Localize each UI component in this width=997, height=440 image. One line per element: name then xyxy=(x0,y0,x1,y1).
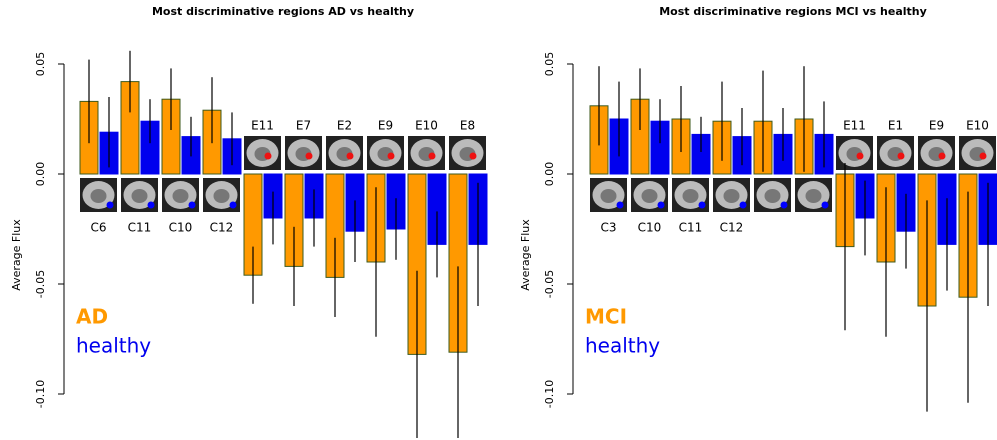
panel: Most discriminative regions MCI vs healt… xyxy=(519,5,997,412)
y-tick-label: -0.05 xyxy=(34,270,47,298)
y-tick-label: -0.10 xyxy=(34,380,47,408)
category-label: C10 xyxy=(638,221,662,235)
brain-inner xyxy=(131,189,148,203)
legend-entry: healthy xyxy=(585,334,660,358)
category-label: E2 xyxy=(337,119,352,133)
y-tick-label: -0.10 xyxy=(543,380,556,408)
chart-title: Most discriminative regions MCI vs healt… xyxy=(659,5,927,18)
region-dot xyxy=(428,152,436,160)
category-label: E11 xyxy=(251,119,274,133)
brain-inner xyxy=(723,189,740,203)
region-dot xyxy=(616,201,624,209)
brain-inner xyxy=(805,189,822,203)
region-dot xyxy=(264,152,272,160)
brain-inner xyxy=(682,189,699,203)
region-dot xyxy=(938,152,946,160)
region-dot xyxy=(387,152,395,160)
brain-inner xyxy=(764,189,781,203)
category-label: C6 xyxy=(90,221,106,235)
region-dot xyxy=(897,152,905,160)
chart-title: Most discriminative regions AD vs health… xyxy=(152,5,414,18)
y-tick-label: 0.00 xyxy=(34,162,47,187)
category-label: C11 xyxy=(679,221,703,235)
region-dot xyxy=(780,201,788,209)
region-dot xyxy=(106,201,114,209)
region-dot xyxy=(229,201,237,209)
region-dot xyxy=(979,152,987,160)
region-dot xyxy=(657,201,665,209)
category-label: C12 xyxy=(720,221,744,235)
category-label: E11 xyxy=(843,119,866,133)
brain-inner xyxy=(600,189,617,203)
category-label: C10 xyxy=(169,221,193,235)
category-label: E1 xyxy=(888,119,903,133)
y-axis-label: Average Flux xyxy=(10,219,23,291)
category-label: C11 xyxy=(128,221,152,235)
category-label: C12 xyxy=(210,221,234,235)
category-label: C3 xyxy=(600,221,616,235)
legend-entry: healthy xyxy=(76,334,151,358)
region-dot xyxy=(856,152,864,160)
y-tick-label: 0.05 xyxy=(34,52,47,77)
y-tick-label: 0.00 xyxy=(543,162,556,187)
category-label: E7 xyxy=(296,119,311,133)
brain-inner xyxy=(641,189,658,203)
legend-entry: MCI xyxy=(585,305,627,329)
region-dot xyxy=(698,201,706,209)
brain-inner xyxy=(90,189,107,203)
region-dot xyxy=(147,201,155,209)
y-tick-label: -0.05 xyxy=(543,270,556,298)
category-label: E9 xyxy=(929,119,944,133)
brain-inner xyxy=(213,189,230,203)
category-label: E10 xyxy=(966,119,989,133)
category-label: E10 xyxy=(415,119,438,133)
legend-entry: AD xyxy=(76,305,108,329)
category-label: E8 xyxy=(460,119,475,133)
y-tick-label: 0.05 xyxy=(543,52,556,77)
region-dot xyxy=(821,201,829,209)
region-dot xyxy=(469,152,477,160)
category-label: E9 xyxy=(378,119,393,133)
region-dot xyxy=(346,152,354,160)
region-dot xyxy=(305,152,313,160)
region-dot xyxy=(739,201,747,209)
region-dot xyxy=(188,201,196,209)
panel: Most discriminative regions AD vs health… xyxy=(10,5,488,438)
y-axis-label: Average Flux xyxy=(519,219,532,291)
brain-inner xyxy=(172,189,189,203)
